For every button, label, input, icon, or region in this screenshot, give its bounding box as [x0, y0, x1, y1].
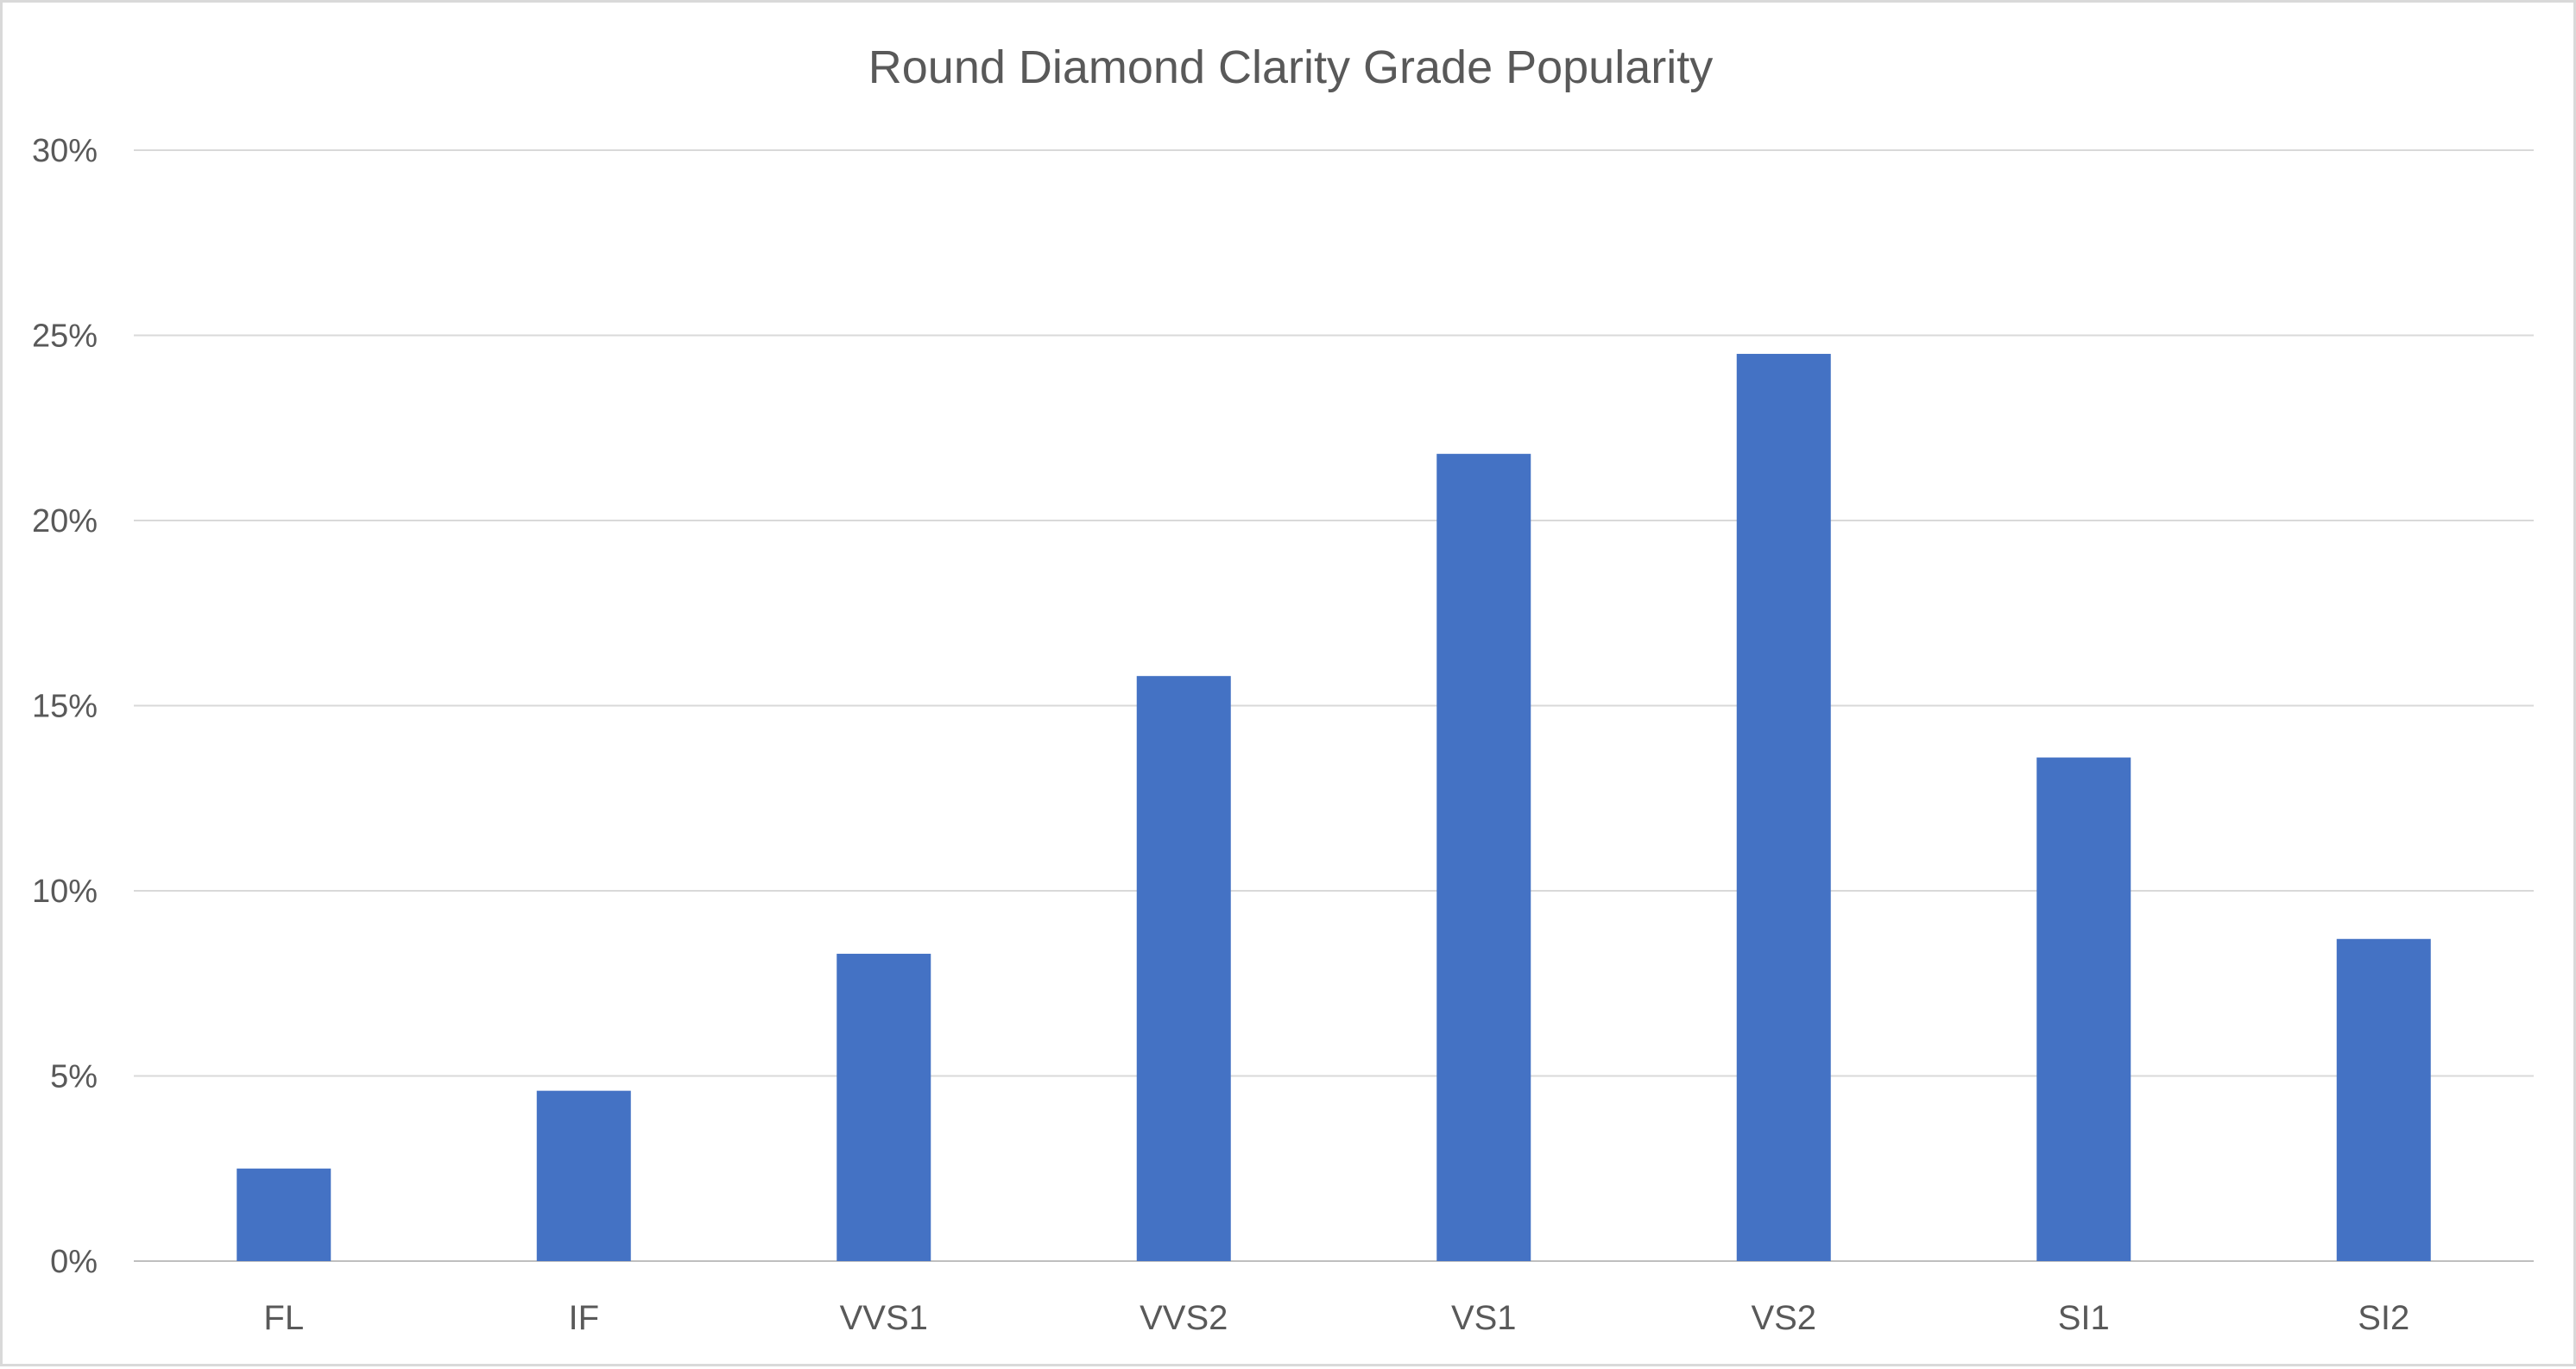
x-axis-tick-labels: FL IF VVS1 VVS2 VS1 VS2 SI1 SI2	[263, 1299, 2409, 1337]
bar-si1	[2036, 757, 2131, 1261]
bars	[237, 353, 2431, 1262]
y-tick-label: 30%	[32, 133, 98, 169]
y-axis-tick-labels: 0% 5% 10% 15% 20% 25% 30%	[32, 133, 98, 1280]
bar-vvs2	[1136, 676, 1231, 1261]
y-tick-label: 0%	[50, 1244, 98, 1280]
bar-if	[536, 1090, 631, 1261]
y-tick-label: 15%	[32, 689, 98, 725]
gridlines	[134, 149, 2534, 1262]
x-tick-label: FL	[263, 1299, 304, 1337]
y-tick-label: 10%	[32, 874, 98, 910]
x-tick-label: VVS2	[1140, 1299, 1228, 1337]
bar-vvs1	[837, 953, 931, 1261]
chart-title: Round Diamond Clarity Grade Popularity	[868, 41, 1713, 93]
bar-si2	[2336, 938, 2431, 1261]
x-tick-label: VS2	[1751, 1299, 1816, 1337]
x-tick-label: SI2	[2358, 1299, 2409, 1337]
x-tick-label: IF	[568, 1299, 599, 1337]
bar-chart: Round Diamond Clarity Grade Popularity 0…	[32, 41, 2534, 1337]
x-tick-label: VS1	[1451, 1299, 1517, 1337]
bar-fl	[237, 1168, 331, 1261]
bar-vs2	[1736, 353, 1831, 1262]
y-tick-label: 20%	[32, 503, 98, 539]
y-tick-label: 5%	[50, 1059, 98, 1095]
bar-vs1	[1436, 453, 1531, 1261]
x-tick-label: VVS1	[840, 1299, 928, 1337]
y-tick-label: 25%	[32, 319, 98, 355]
x-tick-label: SI1	[2058, 1299, 2110, 1337]
